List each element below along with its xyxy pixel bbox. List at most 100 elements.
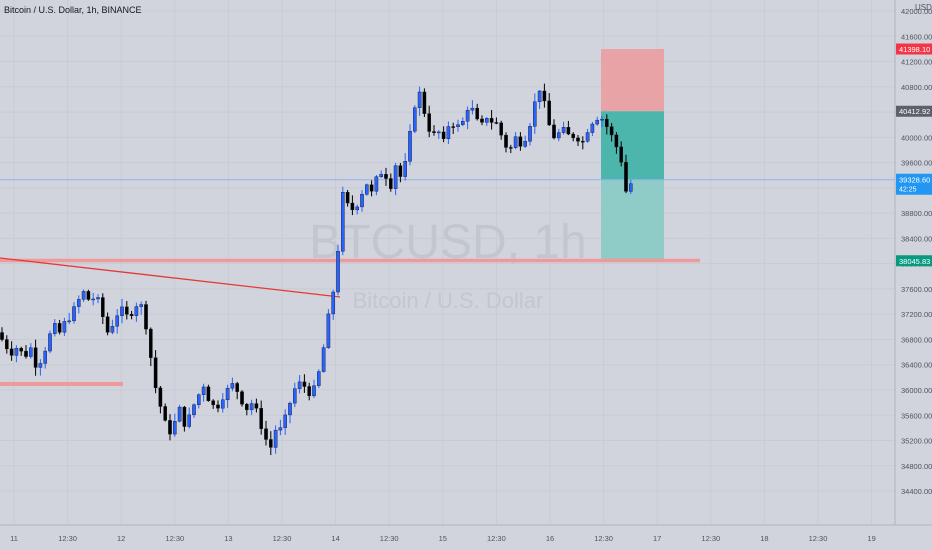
countdown-label: 42:25 [899,187,917,194]
candle-body [91,298,95,301]
candle-body [480,118,484,123]
price-tick-label: 40000.00 [901,133,932,142]
position-zones[interactable] [601,49,664,261]
candle-body [485,118,489,123]
candle-body [72,306,76,322]
candle-body [302,381,307,387]
candle-body [240,391,244,405]
candle-body [432,131,436,133]
candle-body [269,439,273,448]
candle-body [504,134,508,148]
take-profit-price-label-bg [896,255,932,267]
candle-body [595,119,599,125]
time-tick-label: 14 [331,534,339,543]
take-profit-zone-reached[interactable] [601,111,664,180]
candle-body [513,136,518,148]
candle-body [211,400,216,406]
candle-body [365,184,369,195]
time-tick-label: 18 [760,534,768,543]
candle-body [581,141,585,143]
candle-body [259,408,264,429]
watermark-name: Bitcoin / U.S. Dollar [353,288,544,313]
candle-body [427,113,432,132]
candle-body [326,313,331,348]
candle-body [216,404,220,409]
candle-body [437,131,441,134]
candle-body [33,347,38,368]
trendline[interactable] [0,257,341,298]
candle-body [148,328,153,358]
candle-body [446,126,451,139]
candle-body [461,120,465,125]
take-profit-price-label: 38045.83 [899,257,930,266]
candle-body [57,323,62,333]
symbol-title[interactable]: Bitcoin / U.S. Dollar, 1h, BINANCE [4,5,142,15]
candle-body [172,421,177,435]
candle-body [249,403,254,411]
candle-body [542,90,547,102]
price-tick-label: 38800.00 [901,209,932,218]
candle-body [489,118,494,123]
support-line-low[interactable] [0,382,123,386]
candle-body [451,126,456,128]
candle-body [465,109,470,122]
candle-body [494,122,499,124]
candle-body [624,162,628,192]
candle-body [547,100,551,126]
candle-body [456,124,460,127]
candle-body [470,107,475,111]
candle-body [590,123,595,133]
candle-body [413,107,417,132]
stop-loss-zone[interactable] [601,49,664,112]
price-tick-label: 41600.00 [901,32,932,41]
candle-body [168,420,172,435]
time-axis[interactable]: 11 12:30 12 12:30 13 12:30 14 12:30 15 12:30 16 12:… [0,524,932,543]
price-tick-label: 40800.00 [901,83,932,92]
candle-body [196,394,201,405]
candle-body [76,299,81,307]
candle-body [408,131,412,162]
take-profit-zone-remaining[interactable] [601,179,664,261]
candle-body [139,304,144,307]
candle-body [417,91,422,108]
drawings[interactable] [0,179,895,386]
candle-body [115,315,119,327]
candle-body [14,348,19,356]
candle-body [235,383,240,392]
candle-body [206,386,211,401]
candle-body [225,388,230,401]
candle-body [273,429,278,448]
candle-body [422,91,427,114]
candle-body [96,297,100,300]
price-tick-label: 35200.00 [901,437,932,446]
candle-body [177,406,182,422]
candle-body [605,118,609,127]
candle-body [403,161,408,177]
candle-body [81,291,86,300]
candle-body [120,306,124,316]
candle-body [220,399,225,409]
candle-body [571,133,575,139]
candle-body [360,194,364,208]
candle-body [307,386,312,397]
candle-body [537,90,542,102]
stop-loss-price-label-bg [896,43,932,55]
support-line[interactable] [0,258,700,263]
time-tick-label: 17 [653,534,661,543]
candle-body [355,206,360,211]
candle-body [566,127,571,135]
candle-body [283,414,288,428]
price-tick-label: 36800.00 [901,335,932,344]
candle-body [105,316,110,333]
candle-body [297,381,302,389]
candle-body [585,132,590,142]
candle-body [523,141,527,147]
candle-body [153,357,158,389]
candle-body [293,388,297,404]
currency-label: USD [915,3,932,12]
candle-body [369,184,374,192]
time-tick-label: 16 [546,534,554,543]
candle-body [384,174,388,179]
entry-price-label: 40412.92 [899,107,930,116]
